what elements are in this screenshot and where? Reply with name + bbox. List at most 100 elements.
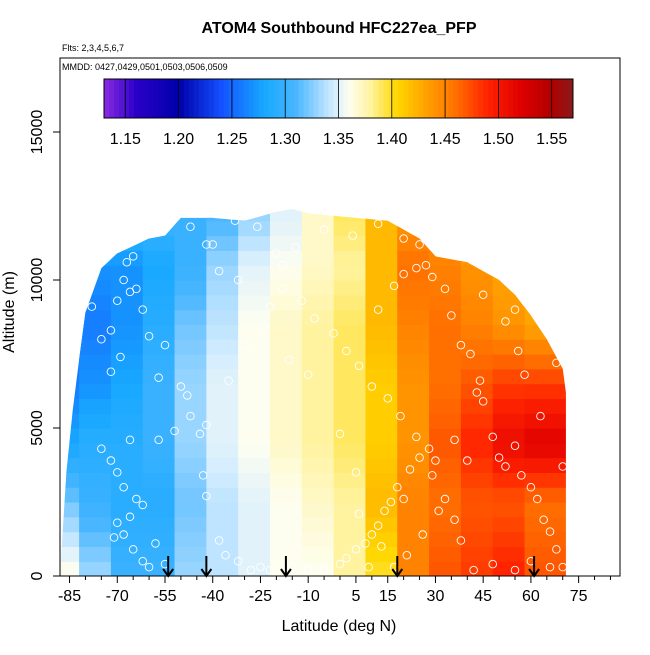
colorbar-segment [178,79,185,118]
colorbar-segment [158,79,165,118]
sample-point [160,340,170,350]
sample-point [122,257,132,267]
colorbar-segment [538,79,544,118]
heatmap-cell [174,398,214,414]
sample-point [402,551,412,560]
sample-point [151,539,160,548]
heatmap-cell [397,457,437,473]
heatmap-cell [429,472,468,488]
heatmap-cell [238,546,277,562]
sample-point [399,234,408,243]
sample-point [396,411,405,421]
colorbar-segment [553,79,559,118]
sample-point [354,509,364,519]
heatmap-cell [206,442,246,459]
heatmap-cell [238,294,277,311]
colorbar-segment [248,79,255,118]
colorbar-segment [503,79,509,118]
sample-point [469,565,478,575]
x-tick-label: 30 [427,588,445,605]
sample-point [475,376,485,385]
colorbar-tick-label: 1.55 [536,131,567,148]
colorbar-segment [543,79,549,118]
heatmap-cell [110,309,150,325]
sample-point [233,275,243,285]
sample-point [552,545,561,554]
heatmap-cell [365,428,405,444]
heatmap-cell [142,502,182,518]
sample-point [386,497,396,507]
colorbar-segment [318,79,325,118]
colorbar-segment [423,79,429,118]
sample-point [513,346,523,356]
heatmap-cell [79,413,118,429]
sample-point [113,468,122,477]
heatmap-cell [142,383,182,399]
sample-point [68,349,77,359]
heatmap-cell [79,324,118,340]
heatmap-cell [110,383,150,399]
sample-point [440,284,450,294]
heatmap-cell [142,487,182,503]
heatmap-cell [142,265,182,281]
colorbar-segment [263,79,270,118]
heatmap-cell [333,339,373,355]
sample-point [144,331,154,341]
heatmap-cell [238,398,277,414]
colorbar-segment [258,79,265,118]
sample-point [380,506,389,516]
heatmap-cell [142,309,182,325]
colorbar-segment [413,79,419,118]
heatmap-cell [429,354,468,370]
colorbar-segment [388,79,394,118]
heatmap-cell [270,531,309,547]
colorbar-segment [488,79,494,118]
heatmap-cell [79,309,118,325]
colorbar-segment [333,79,339,118]
colorbar-segment [118,79,125,118]
heatmap-cell [524,531,566,547]
sample-point [510,565,520,575]
heatmap-cell [460,413,500,429]
sample-point [383,394,392,403]
sample-point [520,370,529,379]
heatmap-cell [270,413,309,429]
sample-point [434,506,443,516]
colorbar-segment [398,79,404,118]
sample-point [195,429,205,439]
heatmap-cell [492,531,532,547]
heatmap-cell [365,487,405,503]
heatmap-cell [79,428,118,444]
heatmap-cell [174,354,214,370]
heatmap-cell [238,502,277,518]
sample-point [319,225,329,234]
heatmap-cell [238,280,277,296]
heatmap-cell [142,398,182,414]
heatmap-cell [333,516,373,533]
heatmap-cell [333,487,373,503]
heatmap-cell [333,546,373,562]
sample-point [288,562,297,572]
heatmap-cell [270,309,309,325]
sample-markers [58,216,567,575]
sample-point [278,260,287,270]
heatmap-cell [524,487,566,503]
heatmap-cell [110,442,150,459]
sample-point [450,435,459,445]
heatmap-cell [429,413,468,429]
heatmap-cell [238,354,277,370]
heatmap-cell [397,294,437,311]
heatmap-cell [429,487,468,503]
heatmap-cell [270,368,309,385]
heatmap-cell [270,294,309,311]
heatmap-cell [460,294,500,311]
heatmap-cell [301,487,341,503]
heatmap-cell [206,354,246,370]
sample-point [125,512,135,522]
heatmap-cell [79,546,118,562]
sample-point [256,562,265,572]
colorbar-segment [188,79,195,118]
heatmap-cell [524,354,566,370]
colorbar-frame [103,78,574,119]
sample-point [138,556,147,566]
